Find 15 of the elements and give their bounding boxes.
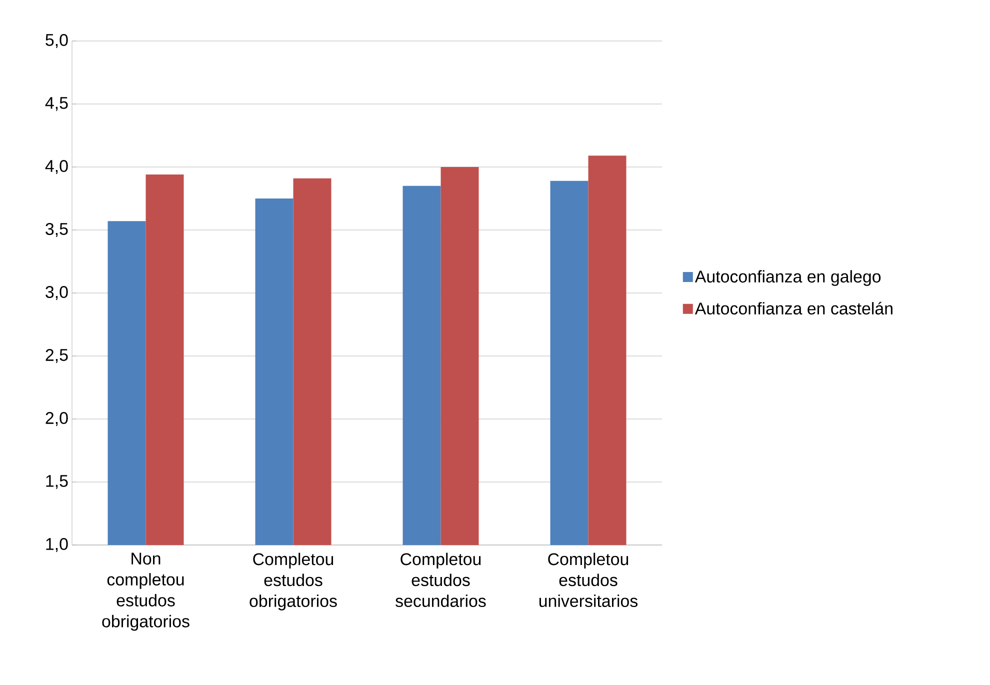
y-tick-label: 5,0 [46, 34, 68, 48]
y-tick-label: 3,5 [46, 222, 68, 237]
y-tick-label: 3,0 [46, 286, 68, 300]
y-tick-label: 4,5 [45, 97, 68, 111]
y-tick-label: 2,0 [46, 412, 68, 426]
x-tick-label: Completou estudos obrigatorios [250, 552, 337, 610]
y-tick-label: 1,5 [46, 475, 68, 489]
x-tick-label: Non completou estudos obrigatorios [102, 552, 190, 631]
y-tick-label: 2,5 [46, 349, 68, 363]
legend-label: Autoconfianza en castelán [694, 302, 892, 315]
x-tick-label: Completou estudos universitarios [539, 552, 638, 608]
y-tick-label: 4,0 [45, 160, 68, 174]
legend-label: Autoconfianza en galego [694, 270, 881, 286]
x-tick-label: Completou estudos secundarios [396, 552, 486, 608]
y-tick-label: 1,0 [46, 538, 68, 552]
